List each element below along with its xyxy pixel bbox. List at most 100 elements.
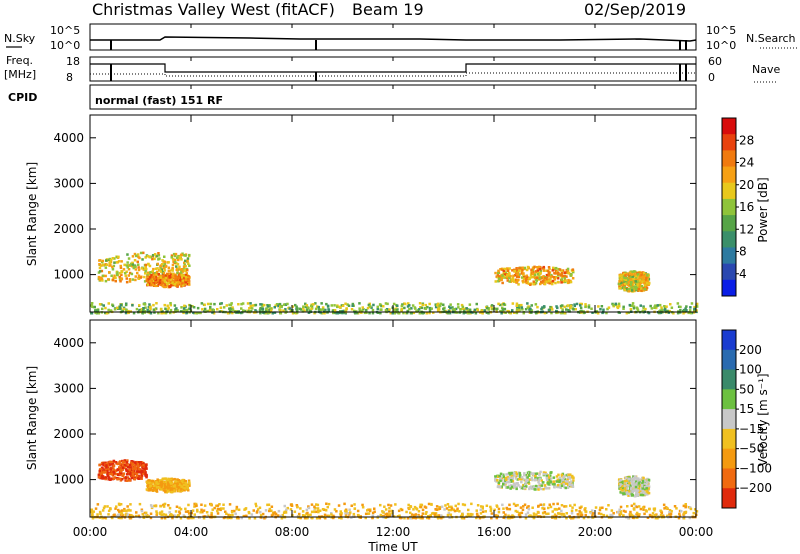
power-cell — [186, 257, 190, 260]
power-cell — [145, 279, 149, 283]
power-cell — [174, 274, 177, 278]
velocity-cell — [149, 516, 153, 520]
velocity-cell — [560, 513, 564, 516]
velocity-cell — [502, 516, 505, 519]
power-cell — [376, 311, 380, 314]
velocity-cell — [126, 459, 129, 462]
velocity-cell — [567, 473, 570, 477]
velocity-cell — [357, 514, 360, 517]
velocity-cell — [553, 486, 556, 489]
power-cell — [286, 302, 289, 306]
power-cell — [124, 311, 128, 315]
power-cell — [176, 309, 179, 312]
velocity-cell — [105, 466, 108, 469]
velocity-cell — [148, 481, 151, 485]
power-cell — [543, 279, 546, 283]
power-cell — [90, 312, 94, 315]
power-cell — [333, 304, 336, 307]
velocity-cell — [629, 510, 632, 514]
velocity-cell — [166, 481, 170, 484]
power-cell — [120, 270, 124, 274]
power-cell — [501, 281, 504, 285]
power-cell — [278, 302, 282, 306]
velocity-cell — [552, 502, 555, 506]
velocity-cell — [560, 509, 563, 513]
power-cell — [261, 310, 264, 313]
velocity-cell — [337, 504, 341, 507]
velocity-cell — [171, 516, 174, 520]
power-cell — [545, 273, 549, 277]
velocity-cell — [169, 513, 173, 516]
power-cell — [163, 260, 167, 264]
velocity-cell — [202, 509, 206, 512]
velocity-cell — [155, 489, 158, 492]
power-cell — [523, 266, 527, 270]
power-cell — [503, 307, 507, 311]
power-cell — [118, 307, 122, 310]
velocity-cell — [528, 474, 531, 477]
velocity-cell — [555, 475, 559, 478]
velocity-cell — [628, 482, 631, 485]
velocity-cell — [299, 507, 302, 510]
velocity-cell — [525, 485, 528, 488]
power-cell — [177, 277, 180, 281]
power-cell — [309, 309, 312, 312]
velocity-cell — [244, 507, 247, 511]
velocity-cell — [141, 513, 144, 516]
power-cell — [144, 256, 147, 259]
power-cell — [628, 272, 632, 275]
power-cell — [183, 308, 187, 312]
velocity-cell — [673, 505, 677, 508]
power-cell — [180, 272, 183, 275]
velocity-cell — [622, 491, 625, 495]
power-cell — [131, 261, 134, 265]
velocity-cell — [562, 475, 565, 478]
velocity-cell — [96, 513, 99, 516]
power-cell — [658, 303, 662, 307]
velocity-cell — [638, 490, 641, 493]
power-cell — [321, 306, 325, 309]
power-cell — [561, 304, 564, 307]
velocity-cell — [216, 509, 219, 513]
velocity-cell — [417, 513, 420, 517]
velocity-cell — [533, 488, 536, 491]
power-cell — [157, 311, 160, 315]
power-cell — [607, 306, 611, 309]
power-cell — [208, 309, 212, 312]
velocity-cell — [149, 484, 152, 487]
power-cell — [518, 273, 521, 276]
power-cell — [532, 281, 536, 285]
power-cell — [619, 278, 622, 281]
velocity-cell — [161, 480, 165, 484]
velocity-cell — [116, 478, 119, 481]
velocity-cell — [200, 508, 203, 512]
power-cell — [558, 268, 562, 271]
power-cell — [487, 307, 490, 310]
velocity-cell — [168, 480, 172, 483]
power-cell — [157, 276, 160, 280]
velocity-cell — [130, 475, 133, 478]
power-cell — [400, 309, 403, 312]
velocity-cell — [551, 482, 555, 486]
velocity-cell — [526, 506, 529, 509]
velocity-cell — [518, 472, 522, 475]
power-cell — [636, 283, 639, 286]
velocity-cell — [447, 512, 451, 515]
power-cell — [517, 275, 521, 279]
velocity-cell — [109, 471, 112, 474]
power-cell — [625, 276, 628, 280]
velocity-cell — [113, 514, 116, 517]
velocity-cell — [411, 516, 414, 520]
power-cell — [171, 283, 175, 287]
power-cell — [183, 263, 186, 266]
power-cell — [184, 264, 187, 268]
velocity-cell — [120, 511, 123, 514]
velocity-cell — [556, 502, 559, 506]
velocity-cell — [467, 514, 471, 518]
power-cell — [157, 273, 160, 276]
velocity-cell — [639, 493, 643, 497]
power-cell — [559, 306, 563, 309]
velocity-cell — [137, 465, 140, 468]
velocity-cell — [629, 488, 633, 491]
velocity-cell — [520, 476, 524, 479]
